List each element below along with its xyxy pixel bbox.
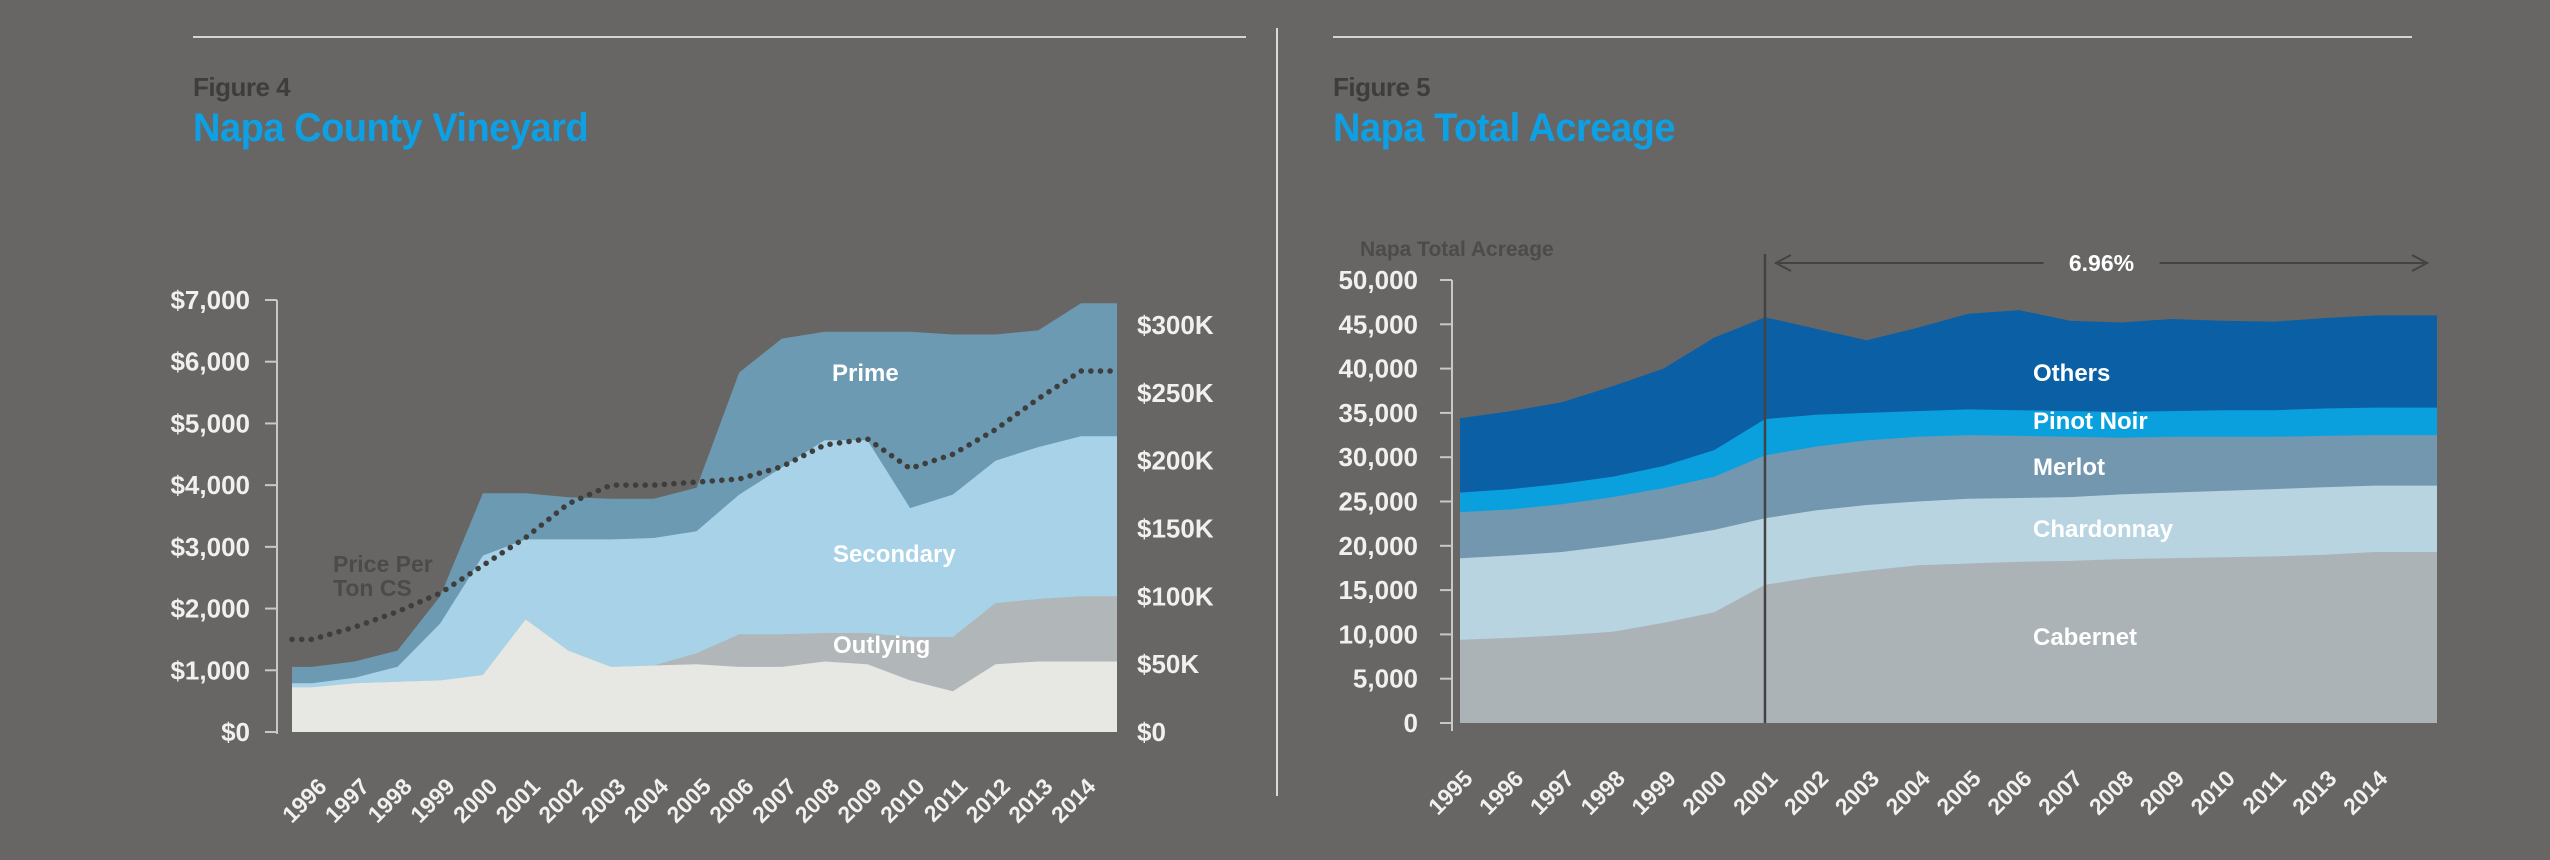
acreage-y-tick-label: 0	[1404, 708, 1418, 738]
acreage-x-axis-label: 1997	[1525, 765, 1580, 820]
acreage-x-axis-label: 2002	[1779, 765, 1834, 820]
right-y-tick-label: $250K	[1137, 378, 1214, 408]
figure-5-label: Figure 5	[1333, 72, 1431, 102]
acreage-x-axis-label: 1995	[1423, 765, 1478, 820]
acreage-y-tick-label: 30,000	[1338, 442, 1418, 472]
acreage-y-tick-label: 15,000	[1338, 575, 1418, 605]
figure-4-label: Figure 4	[193, 72, 291, 102]
acreage-x-axis-label: 2000	[1677, 765, 1732, 820]
x-axis-label: 2005	[661, 773, 716, 828]
legend-label-merlot: Merlot	[2033, 454, 2105, 481]
right-y-tick-label: $0	[1137, 717, 1166, 747]
panel-2-top-rule	[1333, 36, 2412, 38]
acreage-x-axis-label: 2013	[2287, 765, 2342, 820]
right-y-tick-label: $100K	[1137, 581, 1214, 611]
left-y-tick-label: $4,000	[170, 470, 250, 500]
annotation-arrowhead-left-icon	[1773, 254, 1792, 272]
x-axis-label: 2002	[533, 773, 588, 828]
x-axis-label: 1996	[277, 773, 332, 828]
band-label-prime: Prime	[832, 360, 899, 387]
right-y-tick-label: $200K	[1137, 446, 1214, 476]
x-axis-label: 2006	[704, 773, 759, 828]
acreage-x-axis-label: 1999	[1626, 765, 1681, 820]
right-y-tick-label: $50K	[1137, 649, 1199, 679]
annotation-percent-label: 6.96%	[2069, 250, 2134, 276]
acreage-y-tick-label: 20,000	[1338, 531, 1418, 561]
x-axis-label: 2009	[832, 773, 887, 828]
acreage-y-tick-label: 5,000	[1353, 664, 1418, 694]
legend-label-cabernet: Cabernet	[2033, 624, 2137, 651]
area-cabernet	[1460, 552, 2437, 723]
right-y-tick-label: $150K	[1137, 514, 1214, 544]
acreage-x-axis-label: 2005	[1931, 765, 1986, 820]
x-axis-label: 2013	[1003, 773, 1058, 828]
left-y-tick-label: $6,000	[170, 347, 250, 377]
annotation-arrowhead-right-icon	[2411, 254, 2430, 272]
left-y-tick-label: $7,000	[170, 285, 250, 315]
acreage-x-axis-label: 2010	[2185, 765, 2240, 820]
legend-label-others: Others	[2033, 360, 2110, 387]
acreage-y-tick-label: 35,000	[1338, 398, 1418, 428]
acreage-x-axis-label: 2001	[1728, 765, 1783, 820]
x-axis-label: 2001	[491, 773, 546, 828]
x-axis-label: 1997	[320, 773, 375, 828]
acreage-y-tick-label: 45,000	[1338, 309, 1418, 339]
legend-label-chardonnay: Chardonnay	[2033, 516, 2174, 543]
left-y-tick-label: $3,000	[170, 532, 250, 562]
acreage-y-tick-label: 40,000	[1338, 354, 1418, 384]
acreage-y-tick-label: 25,000	[1338, 487, 1418, 517]
x-axis-label: 2007	[747, 773, 802, 828]
acreage-x-axis-label: 2007	[2033, 765, 2088, 820]
x-axis-label: 2010	[875, 773, 930, 828]
acreage-x-axis-label: 2014	[2338, 765, 2393, 820]
x-axis-label: 2004	[619, 773, 674, 828]
figure-4-title: Napa County Vineyard	[193, 106, 589, 150]
acreage-axis-title: Napa Total Acreage	[1360, 238, 1554, 261]
acreage-x-axis-label: 2003	[1830, 765, 1885, 820]
acreage-y-tick-label: 10,000	[1338, 619, 1418, 649]
x-axis-label: 2000	[448, 773, 503, 828]
band-label-secondary: Secondary	[833, 541, 956, 568]
acreage-x-axis-label: 2004	[1880, 765, 1935, 820]
left-y-tick-label: $0	[221, 717, 250, 747]
x-axis-label: 2012	[960, 773, 1015, 828]
acreage-x-axis-label: 2006	[1982, 765, 2037, 820]
acreage-x-axis-label: 2008	[2084, 765, 2139, 820]
left-y-tick-label: $1,000	[170, 655, 250, 685]
x-axis-label: 2011	[919, 773, 973, 827]
area-base	[292, 619, 1117, 732]
acreage-x-axis-label: 1998	[1575, 765, 1630, 820]
acreage-x-axis-label: 2011	[2237, 765, 2291, 819]
left-y-tick-label: $2,000	[170, 594, 250, 624]
figure-5-title: Napa Total Acreage	[1333, 106, 1676, 150]
acreage-x-axis-label: 2009	[2135, 765, 2190, 820]
x-axis-label: 1999	[405, 773, 460, 828]
x-axis-label: 2008	[790, 773, 845, 828]
band-label-outlying: Outlying	[833, 632, 930, 659]
right-y-tick-label: $300K	[1137, 310, 1214, 340]
panel-divider	[1276, 28, 1278, 796]
left-y-tick-label: $5,000	[170, 408, 250, 438]
legend-label-pinot-noir: Pinot Noir	[2033, 408, 2148, 435]
x-axis-label: 2003	[576, 773, 631, 828]
acreage-y-tick-label: 50,000	[1338, 265, 1418, 295]
price-per-ton-label-line1: Price Per	[333, 551, 433, 577]
x-axis-label: 2014	[1046, 773, 1101, 828]
price-per-ton-label-line2: Ton CS	[333, 575, 412, 601]
panel-1-top-rule	[193, 36, 1246, 38]
price-per-ton-line	[289, 368, 1120, 643]
acreage-x-axis-label: 1996	[1474, 765, 1529, 820]
x-axis-label: 1998	[362, 773, 417, 828]
